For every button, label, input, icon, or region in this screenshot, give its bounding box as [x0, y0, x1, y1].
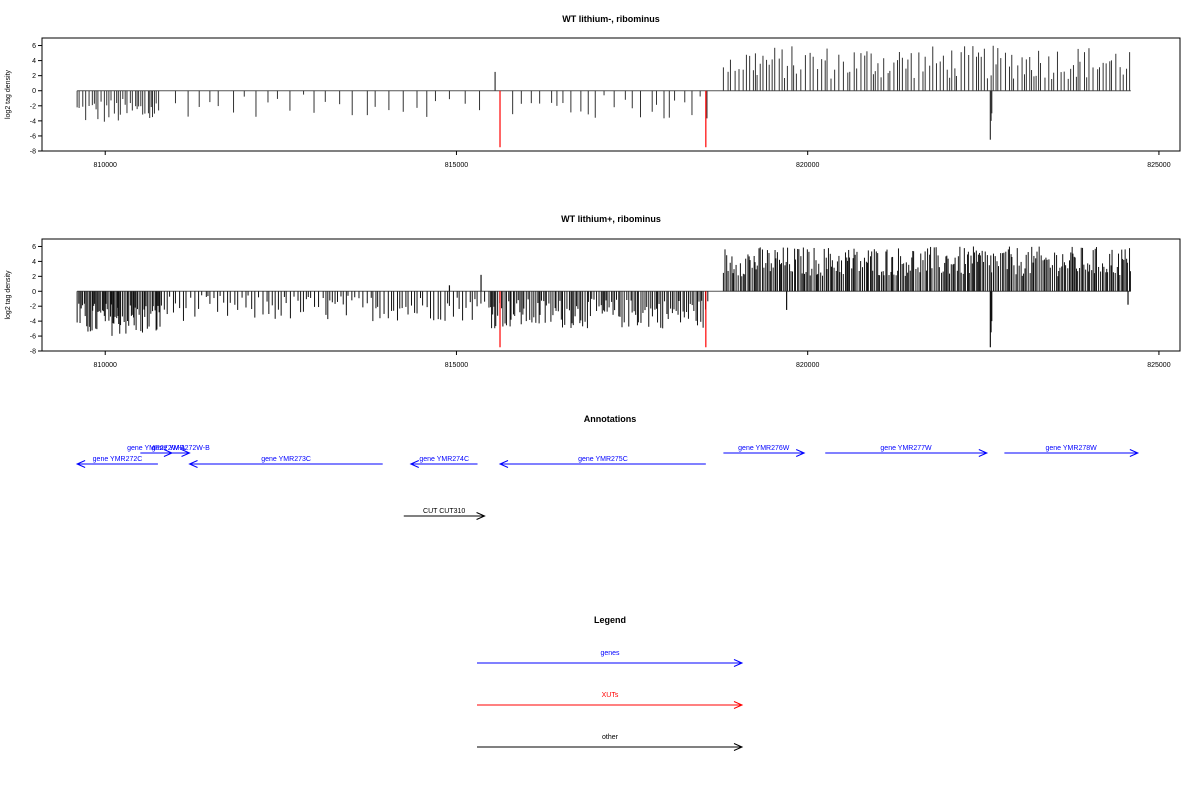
feature-label: gene YMR276W — [738, 445, 790, 452]
series-2 — [499, 90, 707, 148]
y-tick-label: -4 — [30, 118, 36, 125]
y-tick-label: -8 — [30, 149, 36, 156]
x-tick-label: 815000 — [445, 162, 468, 169]
feature-label: gene YMR274C — [419, 456, 469, 463]
series-1 — [76, 246, 1131, 348]
annotations-title: Annotations — [584, 414, 637, 424]
y-tick-label: -6 — [30, 133, 36, 140]
chart-title: WT lithium-, ribominus — [562, 14, 660, 24]
feature-label: gene YMR272W-A — [127, 445, 185, 452]
arrow-head — [733, 701, 744, 709]
arrow-head — [733, 659, 744, 667]
y-tick-label: -6 — [30, 334, 36, 341]
legend-label: other — [602, 734, 619, 741]
y-tick-label: 2 — [32, 73, 36, 80]
feature-label: gene YMR273C — [261, 456, 311, 463]
feature-3: gene YMR272W-B — [152, 445, 210, 457]
legend-label: genes — [600, 650, 620, 657]
y-axis-label: log2 tag density — [5, 69, 12, 119]
legend-label: XUTs — [602, 692, 619, 699]
chart-panel-1: WT lithium-, ribominus log2 tag density -8… — [5, 14, 1181, 169]
legend-title: Legend — [594, 615, 626, 625]
x-tick-label: 815000 — [445, 362, 468, 369]
y-tick-label: -8 — [30, 349, 36, 356]
series-2 — [499, 291, 707, 348]
feature-1: gene YMR272C — [75, 456, 158, 468]
y-tick-label: -2 — [30, 103, 36, 110]
y-tick-label: 6 — [32, 43, 36, 50]
x-tick-label: 820000 — [796, 162, 819, 169]
arrow-head — [498, 460, 509, 468]
arrow-head — [75, 460, 86, 468]
arrow-head — [733, 743, 744, 751]
feature-label: gene YMR277W — [880, 445, 932, 452]
x-tick-label: 820000 — [796, 362, 819, 369]
feature-label: CUT CUT310 — [423, 508, 465, 515]
arrow-head — [409, 460, 419, 468]
y-axis-label: log2 tag density — [5, 270, 12, 320]
feature-10: CUT CUT310 — [403, 508, 486, 520]
series-1 — [76, 45, 1131, 140]
feature-4: gene YMR273C — [188, 456, 383, 468]
feature-label: gene YMR272W-B — [152, 445, 210, 452]
feature-label: gene YMR278W — [1046, 445, 1098, 452]
plot-frame — [41, 238, 1181, 352]
y-tick-label: 6 — [32, 244, 36, 251]
arrow-head — [476, 512, 486, 520]
feature-label: gene YMR272C — [93, 456, 143, 463]
x-tick-label: 825000 — [1147, 362, 1170, 369]
x-tick-label: 825000 — [1147, 162, 1170, 169]
x-tick-label: 810000 — [94, 362, 117, 369]
y-tick-label: -2 — [30, 304, 36, 311]
legend: Legend genes XUTs other — [477, 615, 744, 751]
feature-6: gene YMR275C — [498, 456, 706, 468]
arrow-head — [188, 460, 198, 468]
feature-9: gene YMR278W — [1004, 445, 1140, 457]
y-tick-label: 4 — [32, 259, 36, 266]
feature-8: gene YMR277W — [825, 445, 989, 457]
feature-label: gene YMR275C — [578, 456, 628, 463]
legend-item-3: other — [477, 734, 744, 751]
y-tick-label: 2 — [32, 274, 36, 281]
legend-item-1: genes — [477, 650, 744, 667]
arrow-head — [978, 449, 989, 457]
arrow-head — [181, 449, 191, 457]
feature-5: gene YMR274C — [409, 456, 478, 468]
plot-frame — [41, 37, 1181, 152]
chart-title: WT lithium+, ribominus — [561, 214, 661, 224]
arrow-head — [795, 449, 806, 457]
chart-panel-2: WT lithium+, ribominus log2 tag density -8… — [5, 214, 1181, 369]
legend-item-2: XUTs — [477, 692, 744, 709]
y-tick-label: 0 — [32, 289, 36, 296]
feature-7: gene YMR276W — [723, 445, 806, 457]
y-tick-label: 0 — [32, 88, 36, 95]
x-tick-label: 810000 — [94, 162, 117, 169]
arrow-head — [1129, 449, 1140, 457]
y-tick-label: 4 — [32, 58, 36, 65]
y-tick-label: -4 — [30, 319, 36, 326]
